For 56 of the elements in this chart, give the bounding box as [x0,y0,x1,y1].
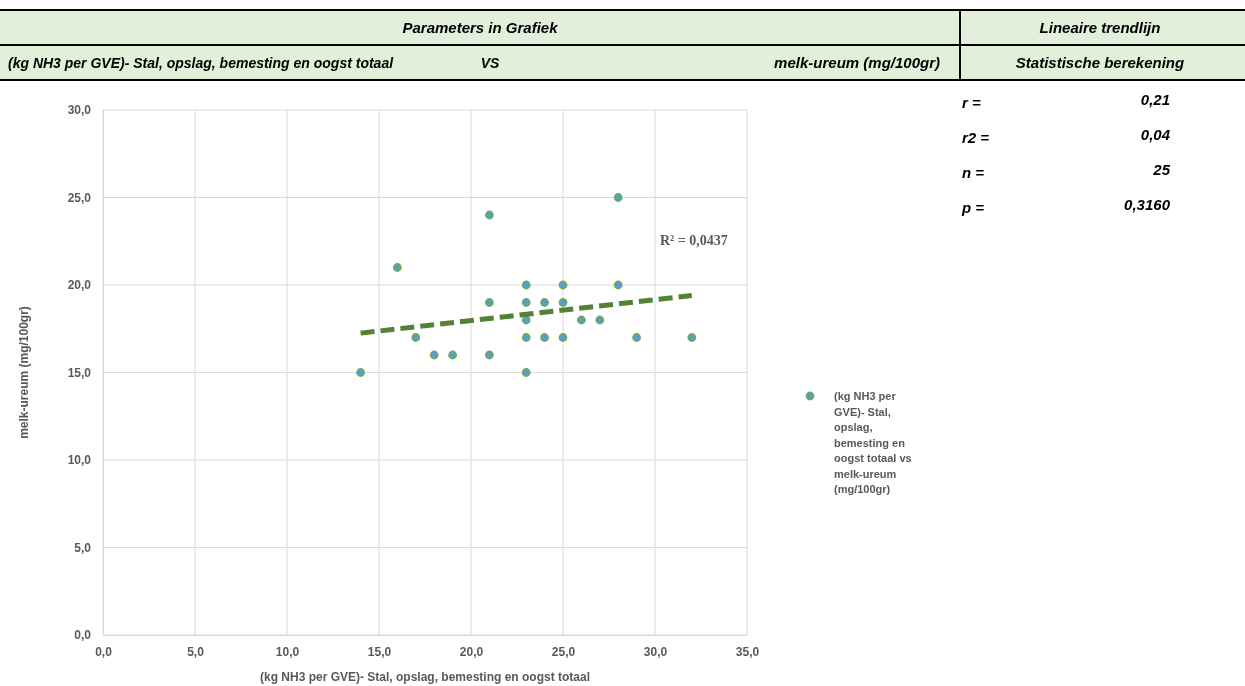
y-tick-label: 25,0 [67,190,92,205]
point [558,298,568,307]
point [448,350,458,360]
x-tick-label: 25,0 [551,644,576,659]
x-tick-label: 5,0 [187,644,205,659]
point [613,193,623,202]
point [411,333,421,342]
point [540,333,550,342]
text: n = [962,164,985,181]
point [484,298,494,307]
point [632,333,642,342]
point [521,333,531,342]
legend-label: (kg NH3 per GVE)- Stal, opslag, bemesting en oogst totaal vs melk-ureum (mg/100gr) [834,390,912,495]
point [521,280,531,290]
x-axis-title: (kg NH3 per GVE)- Stal, opslag, bemesting en oogst totaal [259,670,591,684]
point [540,298,550,307]
y-tick-label: 15,0 [67,365,92,380]
text: melk-ureum (mg/100gr) [774,54,940,71]
text: 0,04 [1140,126,1171,143]
point [429,350,439,360]
text: (kg NH3 per GVE)- Stal, opslag, bemesting en oogst totaal [8,55,395,71]
point [356,368,366,377]
x-tick-label: 30,0 [643,644,668,659]
point [613,280,623,290]
x-tick-label: 0,0 [95,644,113,659]
point [521,368,531,377]
y-tick-label: 5,0 [74,540,92,555]
text: Statistische berekening [1015,54,1185,71]
point [484,350,494,360]
point [558,333,568,342]
point [558,280,568,290]
y-axis-title: melk-ureum (mg/100gr) [17,306,31,439]
text: 0,3160 [1124,196,1171,213]
text: 25 [1152,161,1171,178]
text: r = [962,94,981,111]
y-tick-label: 10,0 [67,453,92,468]
text: r2 = [962,129,990,146]
point [595,315,605,325]
text: 0,21 [1140,91,1170,108]
y-tick-label: 30,0 [67,103,92,118]
annotation: R² = 0,0437 [660,233,728,248]
point [484,210,494,220]
x-tick-label: 20,0 [459,644,484,659]
text: p = [961,199,985,216]
point [576,315,586,325]
text: VS [480,55,500,71]
point [521,298,531,307]
x-tick-label: 35,0 [735,644,760,659]
point [392,263,402,272]
x-tick-label: 10,0 [275,644,300,659]
y-tick-label: 0,0 [74,628,92,643]
x-tick-label: 15,0 [367,644,392,659]
text: Lineaire trendlijn [1039,19,1161,36]
text: Parameters in Grafiek [402,19,559,36]
point [687,333,697,342]
y-tick-label: 20,0 [67,278,92,293]
